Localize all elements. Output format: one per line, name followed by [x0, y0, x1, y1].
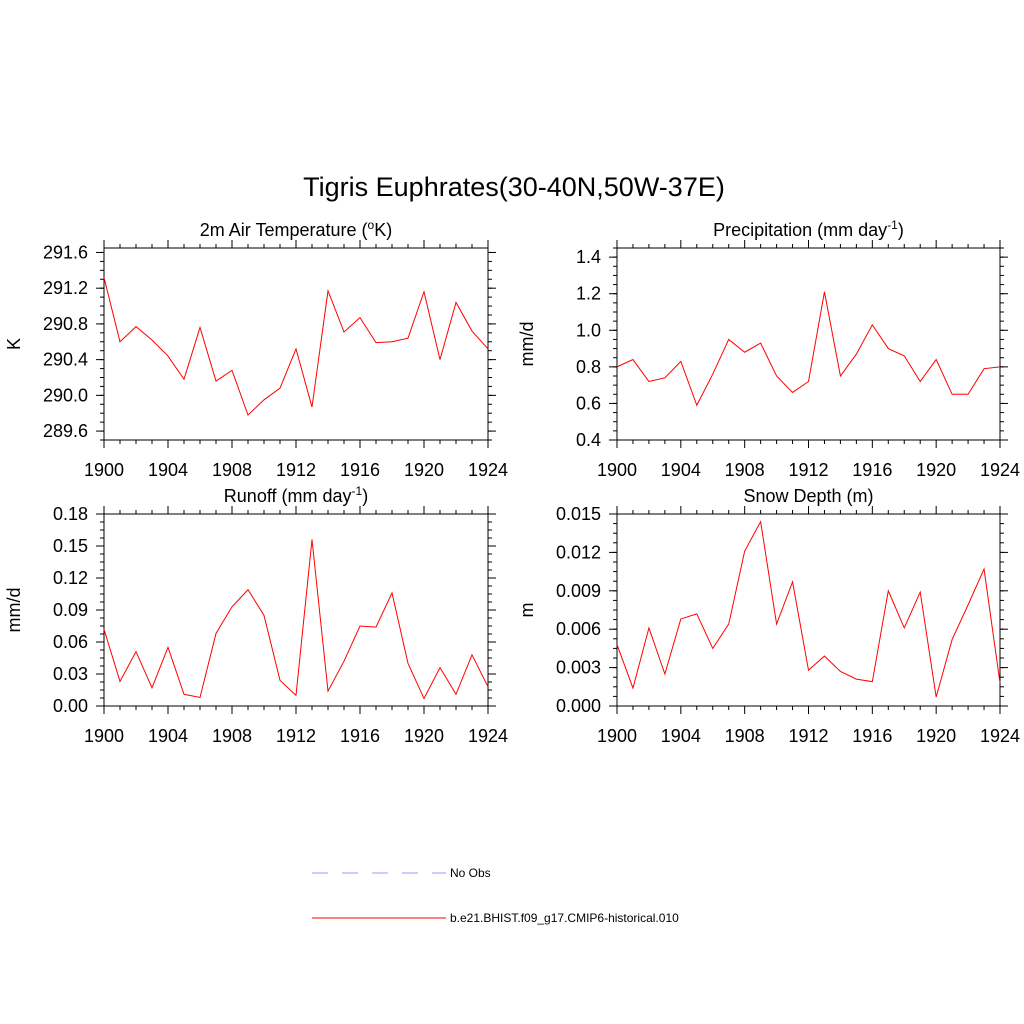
y-tick-label: 0.03: [53, 664, 88, 684]
y-tick-label: 0.006: [556, 619, 601, 639]
x-tick-label: 1900: [597, 460, 637, 480]
plot-frame: [103, 247, 489, 441]
panel-title-tail: ): [898, 220, 904, 240]
y-axis-label: mm/d: [4, 588, 24, 633]
panel-snow-depth: Snow Depth (m) 0.000 0.003 0.006 0.009 0.012 0…: [517, 486, 1020, 746]
x-tick-label: 1920: [404, 460, 444, 480]
x-tick-label: 1904: [661, 460, 701, 480]
y-tick-label: 0.009: [556, 581, 601, 601]
y-tick-label: 0.18: [53, 504, 88, 524]
panel-title: Snow Depth (m): [743, 486, 873, 506]
y-tick-label: 0.015: [556, 504, 601, 524]
panel-title: Precipitation (mm day-1): [713, 218, 904, 240]
x-tick-label: 1908: [725, 460, 765, 480]
y-tick-label: 0.6: [576, 393, 601, 413]
x-tick-label: 1924: [980, 726, 1020, 746]
y-tick-label: 289.6: [43, 421, 88, 441]
x-tick-label: 1912: [788, 726, 828, 746]
series-line: [103, 539, 489, 700]
panel-title-main: Runoff (mm day: [224, 486, 352, 506]
y-axis-label: mm/d: [517, 322, 537, 367]
x-tick-label: 1912: [788, 460, 828, 480]
legend: No Obs b.e21.BHIST.f09_g17.CMIP6-historic…: [312, 866, 679, 925]
x-tick-label: 1912: [276, 726, 316, 746]
x-tick-label: 1904: [661, 726, 701, 746]
panel-title-superscript: o: [368, 218, 375, 232]
y-tick-label: 0.000: [556, 696, 601, 716]
plot-frame: [103, 513, 489, 707]
series-line: [616, 520, 1001, 698]
figure-title: Tigris Euphrates(30-40N,50W-37E): [303, 172, 725, 202]
legend-label: b.e21.BHIST.f09_g17.CMIP6-historical.010: [450, 911, 679, 925]
y-tick-label: 1.2: [576, 284, 601, 304]
y-tick-label: 291.2: [43, 278, 88, 298]
x-tick-label: 1924: [468, 726, 508, 746]
y-tick-label: 0.8: [576, 357, 601, 377]
x-tick-label: 1916: [340, 726, 380, 746]
y-tick-label: 290.8: [43, 314, 88, 334]
x-tick-label: 1920: [916, 460, 956, 480]
legend-label: No Obs: [450, 866, 491, 880]
series-line: [103, 277, 489, 416]
panel-title-tail: ): [362, 486, 368, 506]
y-tick-label: 290.4: [43, 350, 88, 370]
y-tick-label: 0.003: [556, 658, 601, 678]
x-tick-label: 1900: [84, 726, 124, 746]
y-tick-label: 1.0: [576, 320, 601, 340]
panel-title: Runoff (mm day-1): [224, 484, 368, 506]
y-tick-label: 0.012: [556, 542, 601, 562]
x-tick-label: 1908: [212, 460, 252, 480]
x-tick-label: 1908: [725, 726, 765, 746]
x-tick-label: 1924: [980, 460, 1020, 480]
x-tick-label: 1908: [212, 726, 252, 746]
x-tick-label: 1900: [84, 460, 124, 480]
y-tick-label: 0.06: [53, 632, 88, 652]
panel-air-temperature: 2m Air Temperature (oK) 289.6 290.0 290.4 29…: [4, 218, 508, 480]
x-tick-label: 1916: [340, 460, 380, 480]
y-axis-label: m: [517, 603, 537, 618]
x-tick-label: 1916: [852, 726, 892, 746]
y-tick-label: 290.0: [43, 385, 88, 405]
y-tick-label: 1.4: [576, 247, 601, 267]
panel-title-superscript: -1: [352, 484, 363, 498]
x-tick-label: 1900: [597, 726, 637, 746]
y-tick-label: 0.4: [576, 430, 601, 450]
series-line: [616, 291, 1001, 407]
y-tick-label: 0.12: [53, 568, 88, 588]
y-tick-label: 0.15: [53, 536, 88, 556]
panel-title: 2m Air Temperature (oK): [200, 218, 392, 240]
panels-group: 2m Air Temperature (oK)289.6290.0290.429…: [4, 218, 1020, 746]
x-tick-label: 1904: [148, 460, 188, 480]
plot-frame: [616, 513, 1001, 707]
panel-title-superscript: -1: [887, 218, 898, 232]
x-tick-label: 1920: [404, 726, 444, 746]
x-tick-label: 1904: [148, 726, 188, 746]
panel-title-main: Snow Depth (m): [743, 486, 873, 506]
y-tick-label: 0.00: [53, 696, 88, 716]
x-tick-label: 1920: [916, 726, 956, 746]
x-tick-label: 1916: [852, 460, 892, 480]
plot-frame: [616, 247, 1001, 441]
panel-runoff: Runoff (mm day-1) 0.00 0.03 0.06 0.09 0.12 0.1…: [4, 484, 508, 746]
x-tick-label: 1924: [468, 460, 508, 480]
panel-title-tail: K): [374, 220, 392, 240]
panel-title-main: 2m Air Temperature (: [200, 220, 368, 240]
y-tick-label: 0.09: [53, 600, 88, 620]
y-tick-label: 291.6: [43, 242, 88, 262]
y-axis-label: K: [4, 338, 24, 350]
panel-precipitation: Precipitation (mm day-1) 0.4 0.6 0.8 1.0 1.2 1…: [517, 218, 1020, 480]
x-tick-label: 1912: [276, 460, 316, 480]
panel-title-main: Precipitation (mm day: [713, 220, 887, 240]
